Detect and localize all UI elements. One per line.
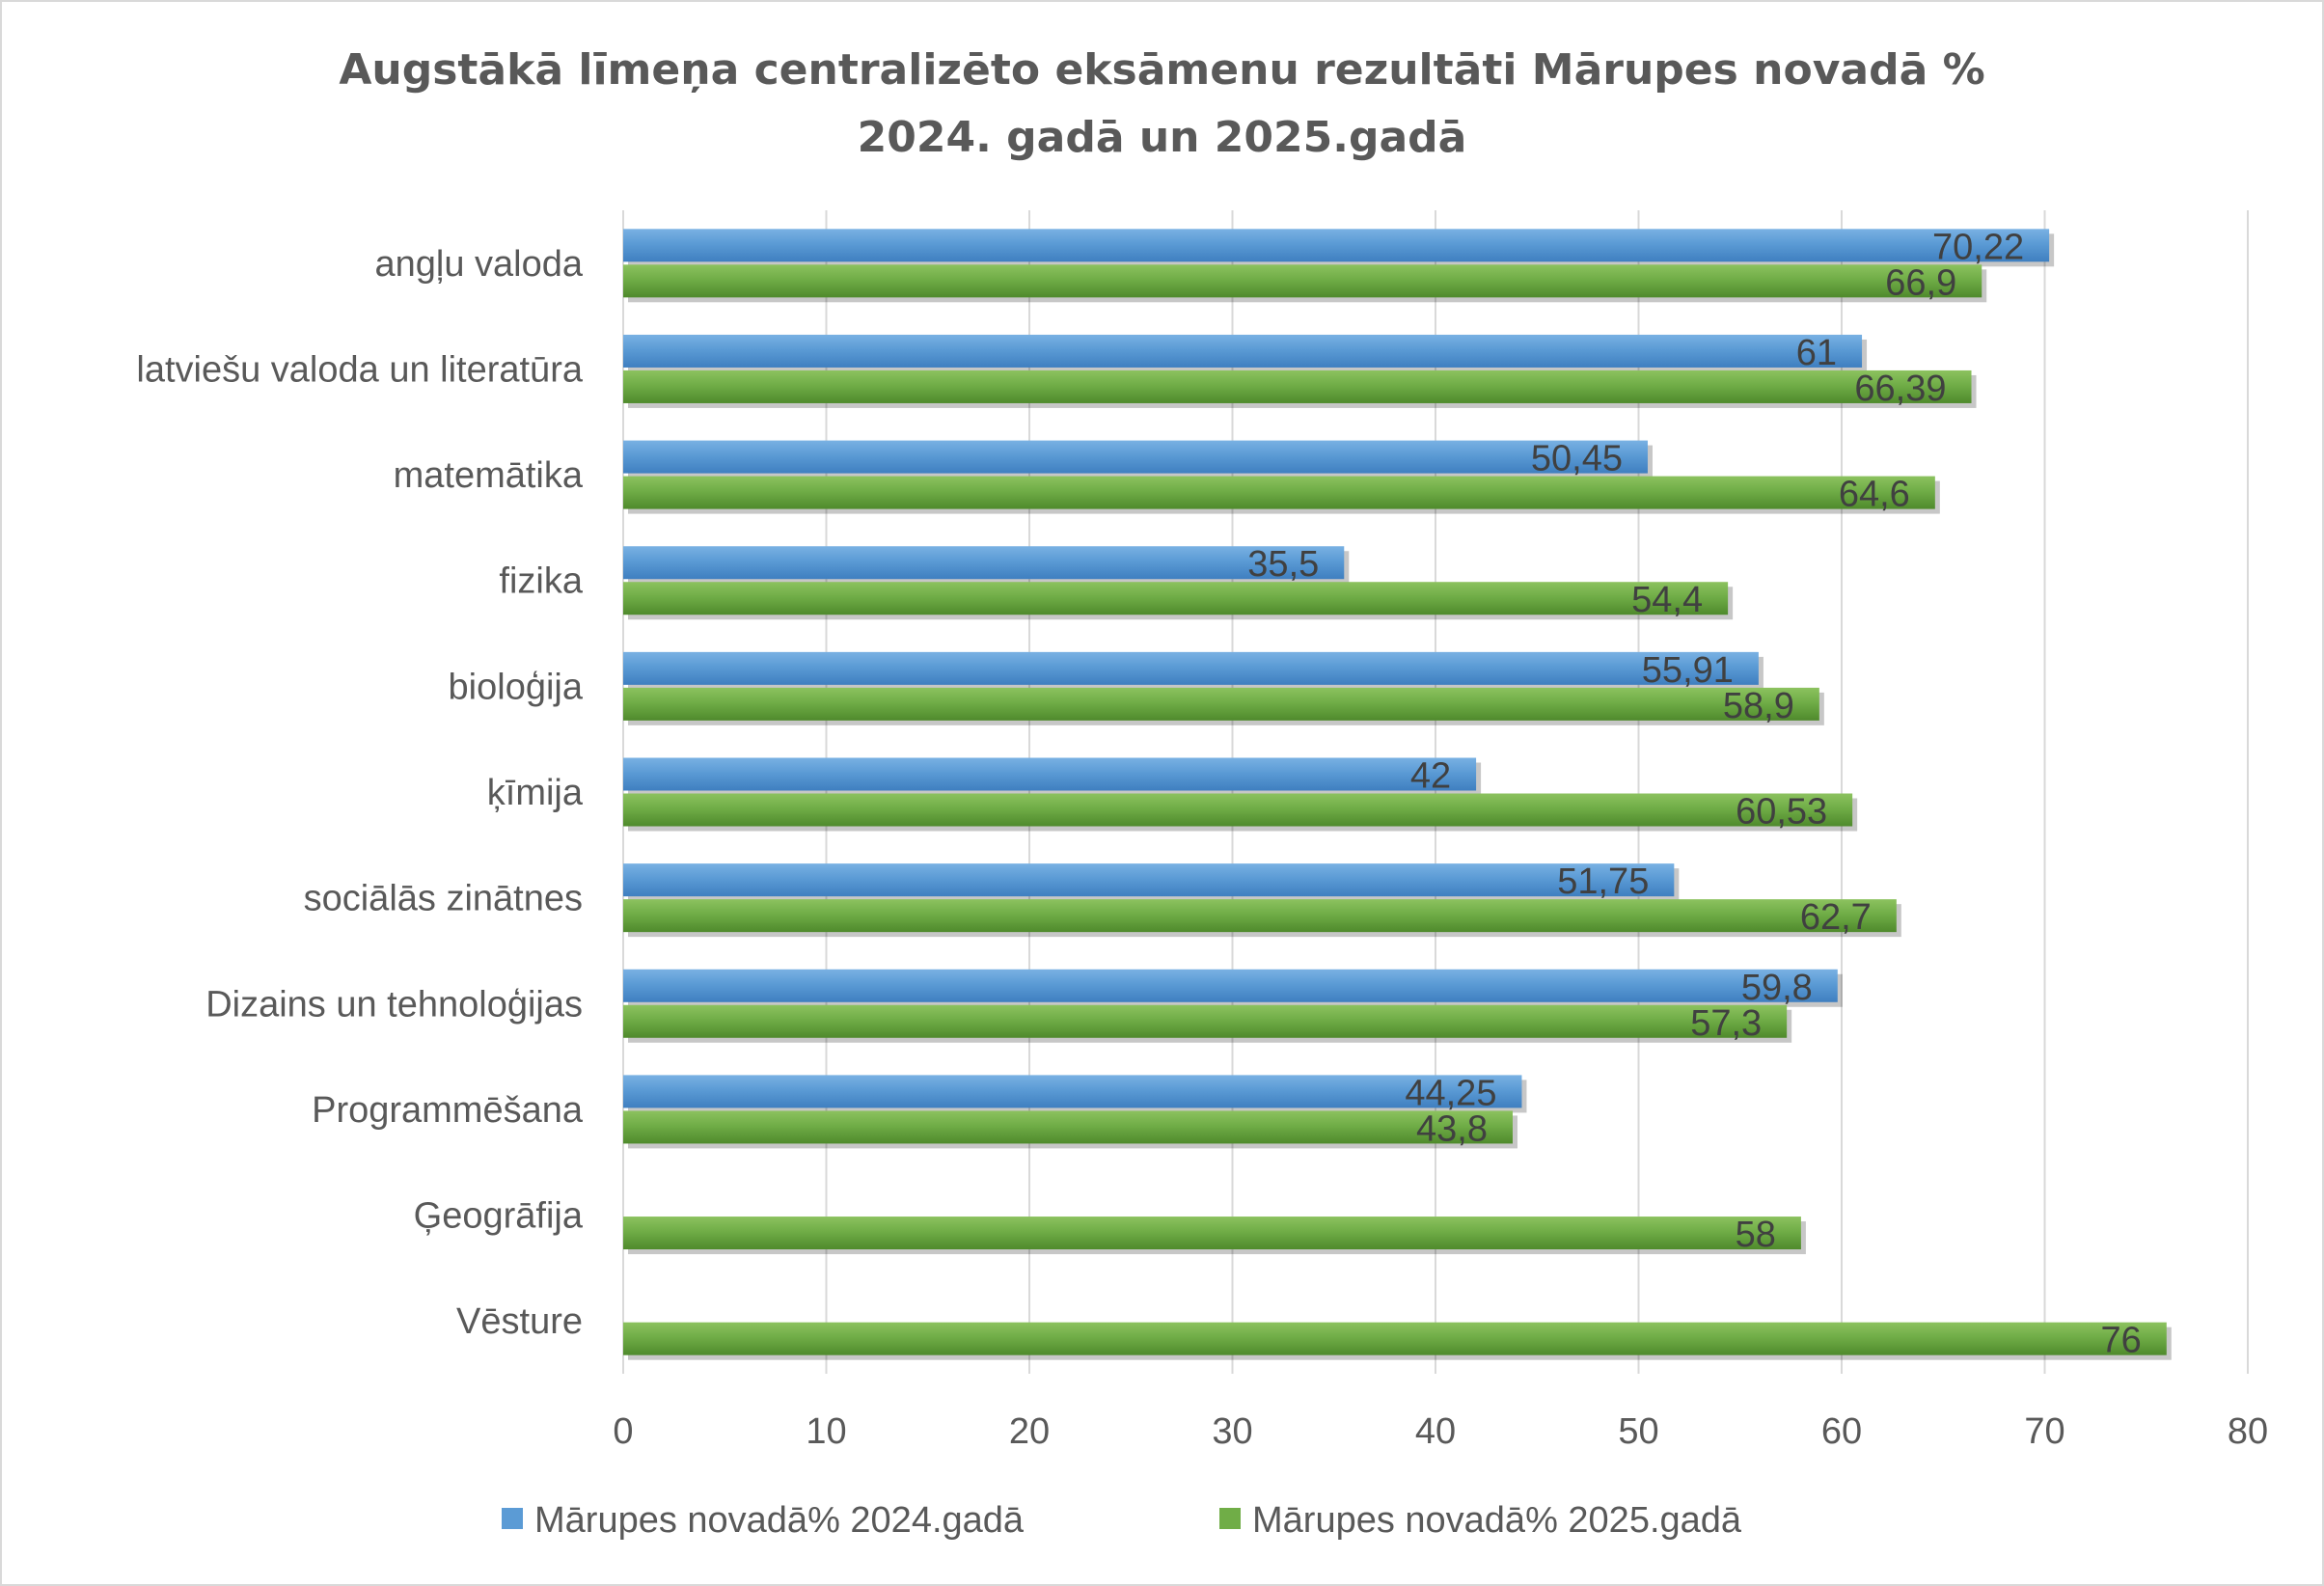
data-label: 76 (2101, 1321, 2142, 1361)
data-label: 44,25 (1405, 1073, 1496, 1113)
data-label: 42 (1410, 756, 1451, 797)
x-tick-label: 50 (1618, 1411, 1658, 1452)
legend-label: Mārupes novadā% 2024.gadā (534, 1500, 1025, 1541)
category-label: Ģeogrāfija (414, 1196, 584, 1237)
data-label: 66,39 (1854, 369, 1946, 409)
bar-2024 (623, 757, 1477, 791)
x-tick-label: 80 (2228, 1411, 2268, 1452)
x-tick-labels: 0 10 20 30 40 50 60 70 80 (613, 1411, 2268, 1452)
category-label: sociālās zinātnes (304, 879, 583, 919)
bar-2025 (623, 264, 1982, 298)
data-label: 70,22 (1932, 227, 2024, 267)
category-labels: angļu valoda latviešu valoda un literatūr… (136, 244, 583, 1342)
category-label: Vēsture (456, 1301, 583, 1342)
data-label: 58,9 (1723, 686, 1794, 726)
bar-2024 (623, 546, 1345, 580)
data-label: 51,75 (1557, 861, 1649, 902)
bar-2025 (623, 476, 1935, 509)
data-label: 55,91 (1642, 650, 1734, 691)
x-tick-label: 0 (613, 1411, 633, 1452)
bar-2024 (623, 651, 1759, 685)
category-label: Programmēšana (312, 1090, 584, 1131)
bar-2025 (623, 793, 1853, 827)
data-label: 59,8 (1741, 968, 1813, 1008)
bar-2025 (623, 1110, 1513, 1144)
data-label: 66,9 (1885, 262, 1956, 303)
bar-2025 (623, 582, 1729, 615)
x-tick-label: 30 (1212, 1411, 1252, 1452)
legend-swatch (1219, 1508, 1241, 1529)
data-label: 50,45 (1531, 439, 1623, 479)
data-label: 57,3 (1690, 1003, 1762, 1044)
x-tick-label: 60 (1821, 1411, 1862, 1452)
x-tick-label: 20 (1009, 1411, 1050, 1452)
x-tick-label: 70 (2024, 1411, 2064, 1452)
bar-2025 (623, 369, 1972, 403)
data-label: 43,8 (1416, 1108, 1488, 1149)
bar-2025 (623, 1004, 1788, 1038)
category-label: fizika (499, 561, 583, 602)
data-label: 60,53 (1736, 792, 1827, 833)
x-tick-label: 40 (1415, 1411, 1456, 1452)
bar-2025 (623, 899, 1897, 933)
data-label: 62,7 (1800, 897, 1872, 938)
legend-swatch (502, 1508, 523, 1529)
category-label: matemātika (394, 455, 584, 496)
bar-2024 (623, 334, 1863, 368)
category-label: ķīmija (487, 773, 584, 813)
legend: Mārupes novadā% 2024.gadā Mārupes novadā%… (502, 1500, 1742, 1541)
data-labels: 70,2266,96166,3950,4564,635,554,455,9158… (1247, 227, 2141, 1360)
bars (623, 229, 2172, 1360)
category-label: latviešu valoda un literatūra (136, 349, 583, 390)
bar-2024 (623, 969, 1838, 1002)
category-label: Dizains un tehnoloģijas (205, 984, 583, 1025)
bar-2024 (623, 1075, 1522, 1108)
bar-2025 (623, 1322, 2167, 1355)
data-label: 54,4 (1631, 580, 1703, 620)
chart-title: Augstākā līmeņa centralizēto eksāmenu re… (0, 37, 2324, 172)
x-tick-label: 10 (806, 1411, 846, 1452)
bar-2024 (623, 863, 1675, 897)
legend-label: Mārupes novadā% 2025.gadā (1252, 1500, 1742, 1541)
data-label: 61 (1796, 333, 1837, 373)
chart-title-line-2: 2024. gadā un 2025.gadā (857, 113, 1467, 162)
data-label: 58 (1736, 1215, 1776, 1255)
gridlines (622, 210, 2249, 1374)
category-label: angļu valoda (374, 244, 583, 285)
bar-2024 (623, 229, 2050, 262)
data-label: 64,6 (1839, 475, 1910, 515)
bar-2025 (623, 1217, 1801, 1250)
data-label: 35,5 (1247, 544, 1319, 585)
chart-title-line-1: Augstākā līmeņa centralizēto eksāmenu re… (339, 45, 1985, 95)
bar-2024 (623, 440, 1648, 474)
bar-2025 (623, 687, 1819, 721)
category-label: bioloģija (449, 667, 584, 707)
